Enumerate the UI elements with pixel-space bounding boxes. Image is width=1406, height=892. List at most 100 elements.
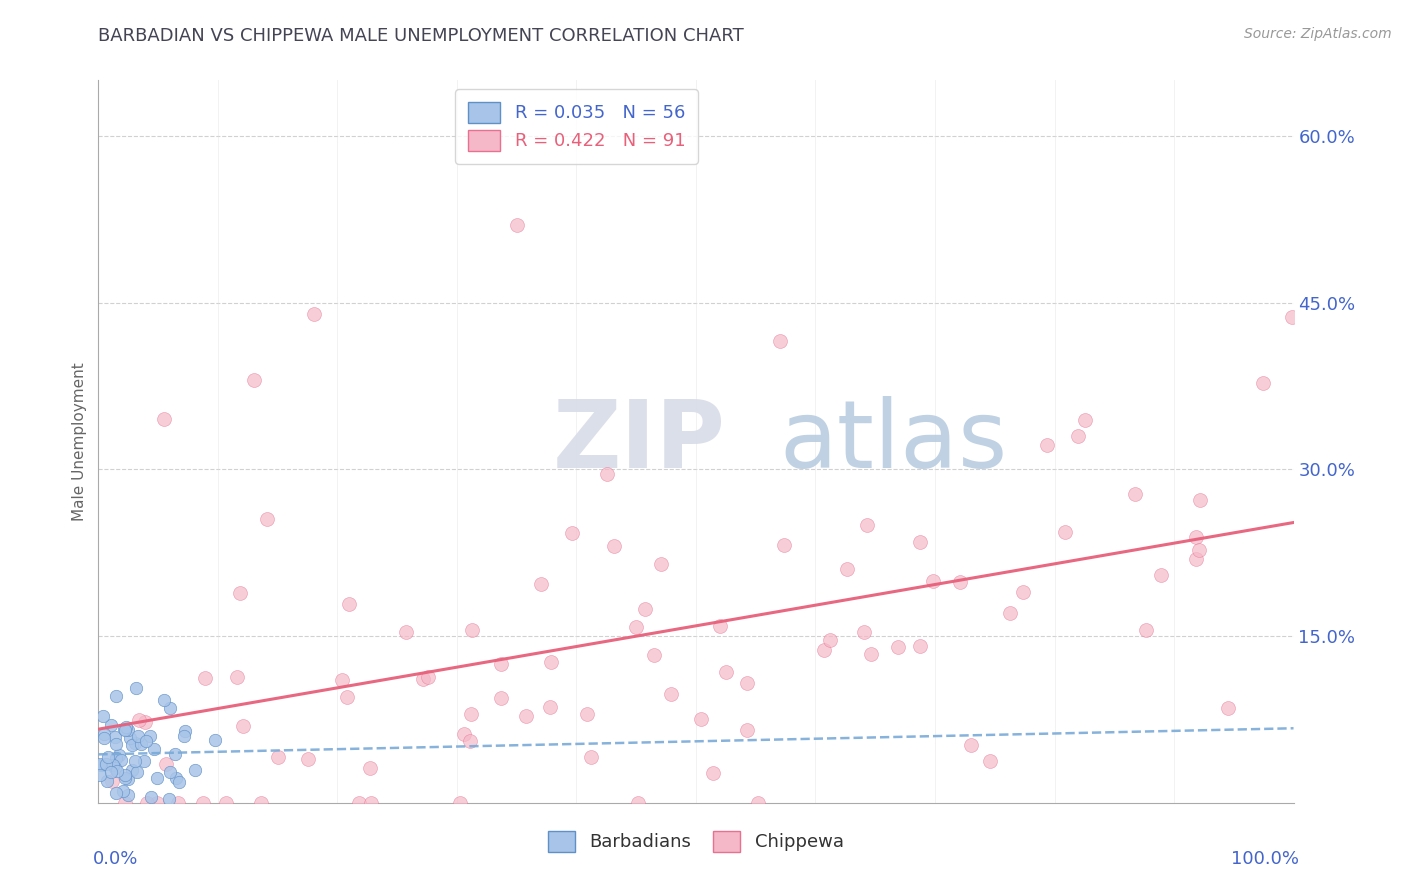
Point <box>349 796 371 810</box>
Legend: Barbadians, Chippewa: Barbadians, Chippewa <box>541 823 851 859</box>
Point <box>813 643 835 657</box>
Point <box>460 706 482 721</box>
Point <box>134 714 156 729</box>
Point <box>93 727 115 741</box>
Point <box>194 671 217 685</box>
Point <box>163 747 186 761</box>
Point <box>1281 310 1303 324</box>
Point <box>166 796 188 810</box>
Point <box>360 796 382 810</box>
Point <box>191 796 214 810</box>
Point <box>330 673 353 688</box>
Point <box>624 620 647 634</box>
Point <box>922 574 945 588</box>
Point <box>204 733 226 747</box>
Point <box>449 796 471 810</box>
Point <box>1054 525 1077 540</box>
Point <box>104 786 127 800</box>
Point <box>337 597 360 611</box>
Point <box>412 672 434 686</box>
Point <box>159 764 181 779</box>
Point <box>114 796 136 810</box>
Point <box>418 670 440 684</box>
Point <box>155 756 177 771</box>
Point <box>157 791 180 805</box>
Point <box>461 623 484 637</box>
Point <box>146 796 169 810</box>
Point <box>173 730 195 744</box>
Point <box>395 625 418 640</box>
Point <box>1011 585 1033 599</box>
Point <box>702 765 724 780</box>
Point <box>125 681 148 696</box>
Point <box>141 790 163 805</box>
Point <box>998 607 1021 621</box>
Point <box>1185 552 1208 566</box>
Point <box>128 713 150 727</box>
Point <box>111 783 134 797</box>
Point <box>949 574 972 589</box>
Point <box>489 691 512 706</box>
Point <box>297 752 319 766</box>
Point <box>627 796 650 810</box>
Point <box>100 764 122 779</box>
Point <box>576 706 599 721</box>
Point <box>115 720 138 734</box>
Point <box>91 708 114 723</box>
Point <box>101 758 124 772</box>
Point <box>538 699 561 714</box>
Point <box>910 639 932 653</box>
Point <box>709 619 731 633</box>
Point <box>117 723 139 737</box>
Point <box>96 774 118 789</box>
Point <box>515 709 537 723</box>
Point <box>167 775 190 789</box>
Point <box>90 758 112 772</box>
Point <box>159 700 181 714</box>
Point <box>232 719 254 733</box>
Point <box>89 756 111 771</box>
Point <box>135 734 157 748</box>
Point <box>1036 438 1059 452</box>
Point <box>1135 623 1157 637</box>
Point <box>302 307 325 321</box>
Point <box>1253 376 1275 391</box>
Point <box>104 730 127 744</box>
Point <box>120 731 142 745</box>
Point <box>114 722 136 736</box>
Point <box>117 772 139 787</box>
Point <box>117 788 139 802</box>
Point <box>101 773 124 788</box>
Text: 100.0%: 100.0% <box>1232 850 1299 868</box>
Text: ZIP: ZIP <box>553 395 725 488</box>
Point <box>89 768 111 782</box>
Point <box>104 761 127 775</box>
Point <box>250 796 273 810</box>
Point <box>561 526 583 541</box>
Point <box>100 718 122 732</box>
Point <box>145 771 167 785</box>
Text: Source: ZipAtlas.com: Source: ZipAtlas.com <box>1244 27 1392 41</box>
Point <box>837 562 859 576</box>
Point <box>267 749 290 764</box>
Point <box>908 535 931 549</box>
Point <box>579 750 602 764</box>
Point <box>105 689 128 703</box>
Point <box>1218 701 1240 715</box>
Point <box>174 724 197 739</box>
Point <box>887 640 910 655</box>
Point <box>135 796 157 810</box>
Point <box>1074 412 1097 426</box>
Point <box>105 764 128 778</box>
Point <box>359 761 381 775</box>
Point <box>634 601 657 615</box>
Point <box>93 731 115 746</box>
Point <box>114 771 136 785</box>
Point <box>215 796 238 810</box>
Point <box>97 750 120 764</box>
Point <box>127 729 149 743</box>
Point <box>184 763 207 777</box>
Point <box>114 723 136 737</box>
Point <box>979 754 1001 768</box>
Point <box>458 734 481 748</box>
